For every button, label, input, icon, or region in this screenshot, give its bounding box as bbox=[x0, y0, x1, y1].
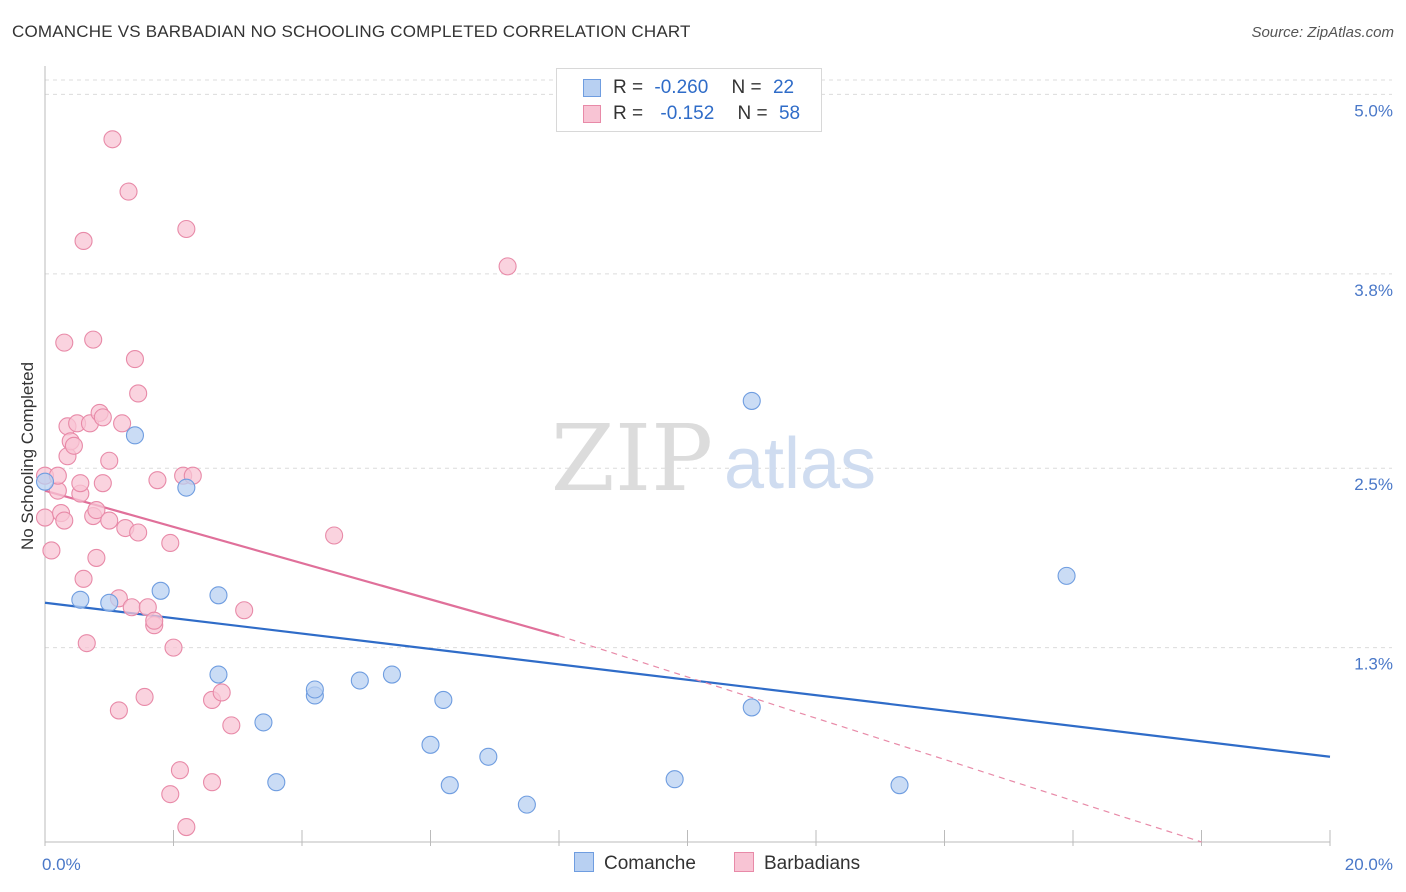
data-point-barbadians bbox=[109, 701, 128, 720]
legend-swatch-barbadians-bottom bbox=[734, 852, 754, 872]
n-label: N = bbox=[731, 77, 762, 98]
n-value: 22 bbox=[772, 77, 795, 98]
r-label: R = bbox=[613, 103, 644, 124]
r-value: -0.260 bbox=[654, 77, 709, 98]
axis-layer bbox=[44, 66, 1331, 846]
data-point-barbadians bbox=[103, 130, 122, 149]
data-point-comanche bbox=[434, 690, 453, 710]
data-point-barbadians bbox=[93, 408, 112, 427]
data-point-barbadians bbox=[325, 526, 344, 545]
data-point-comanche bbox=[100, 593, 119, 612]
data-point-comanche bbox=[177, 478, 196, 497]
legend-label-barbadians: Barbadians bbox=[764, 853, 861, 874]
tick-label-layer: 1.3% 2.5% 3.8% 5.0% 0.0% 20.0% bbox=[42, 101, 1393, 874]
data-point-barbadians bbox=[84, 330, 103, 349]
legend-swatch-comanche-bottom bbox=[574, 852, 594, 872]
r-label: R = bbox=[613, 77, 644, 98]
data-point-barbadians bbox=[87, 548, 106, 567]
data-point-barbadians bbox=[125, 350, 144, 369]
y-tick-label: 3.8% bbox=[1354, 281, 1393, 300]
data-point-comanche bbox=[151, 581, 170, 600]
data-point-comanche bbox=[35, 472, 55, 491]
data-point-comanche bbox=[305, 680, 324, 699]
data-point-barbadians bbox=[498, 257, 517, 276]
data-point-barbadians bbox=[170, 761, 189, 780]
data-point-comanche bbox=[665, 770, 684, 789]
correlation-legend: R = -0.260 N = 22 R = -0.152 N = 58 bbox=[556, 68, 822, 132]
data-point-barbadians bbox=[113, 414, 132, 433]
legend-swatch-comanche bbox=[583, 79, 601, 97]
watermark-atlas: atlas bbox=[724, 424, 876, 504]
data-point-comanche bbox=[517, 795, 536, 814]
data-point-barbadians bbox=[87, 501, 106, 520]
data-point-barbadians bbox=[161, 785, 180, 804]
trend-line-comanche bbox=[44, 601, 1331, 758]
data-point-barbadians bbox=[235, 601, 254, 620]
data-point-barbadians bbox=[64, 436, 83, 455]
watermark-zip: ZIP bbox=[551, 405, 713, 512]
data-point-comanche bbox=[267, 773, 286, 792]
data-point-barbadians bbox=[71, 474, 90, 493]
trend-layer bbox=[44, 489, 1331, 843]
data-point-comanche bbox=[125, 426, 144, 445]
y-tick-label: 5.0% bbox=[1354, 101, 1393, 120]
chart-title: COMANCHE VS BARBADIAN NO SCHOOLING COMPL… bbox=[12, 22, 691, 41]
data-point-barbadians bbox=[148, 471, 167, 490]
data-point-barbadians bbox=[222, 716, 241, 735]
data-point-comanche bbox=[742, 391, 761, 410]
n-value: 58 bbox=[778, 103, 801, 124]
legend-item-barbadians[interactable]: Barbadians bbox=[734, 852, 860, 876]
data-point-barbadians bbox=[55, 333, 74, 352]
data-point-comanche bbox=[209, 665, 228, 684]
data-point-barbadians bbox=[122, 598, 141, 617]
data-point-barbadians bbox=[119, 182, 138, 201]
data-point-barbadians bbox=[74, 231, 93, 251]
data-point-comanche bbox=[350, 671, 369, 690]
data-point-barbadians bbox=[203, 773, 222, 792]
data-point-barbadians bbox=[100, 451, 119, 470]
watermark: ZIP atlas bbox=[551, 405, 876, 512]
source-label: Source: ZipAtlas.com bbox=[1251, 24, 1394, 41]
legend-item-comanche[interactable]: Comanche bbox=[574, 852, 696, 876]
data-point-barbadians bbox=[177, 817, 196, 837]
trend-line-barbadians bbox=[44, 489, 560, 637]
data-point-barbadians bbox=[129, 523, 148, 542]
data-point-barbadians bbox=[74, 569, 93, 588]
data-point-barbadians bbox=[100, 511, 119, 530]
data-point-barbadians bbox=[212, 683, 231, 702]
y-tick-label: 1.3% bbox=[1354, 655, 1393, 674]
data-point-comanche bbox=[479, 747, 498, 766]
data-point-comanche bbox=[421, 735, 440, 754]
data-point-comanche bbox=[1057, 566, 1076, 585]
data-point-comanche bbox=[890, 776, 909, 795]
points-layer bbox=[35, 130, 1076, 837]
data-point-barbadians bbox=[42, 541, 61, 560]
data-point-barbadians bbox=[161, 533, 180, 553]
y-tick-label: 2.5% bbox=[1354, 475, 1393, 494]
grid-layer bbox=[45, 79, 1392, 649]
data-point-barbadians bbox=[129, 384, 148, 403]
trend-extension-barbadians bbox=[558, 635, 1202, 843]
data-point-barbadians bbox=[177, 219, 196, 239]
x-tick-label: 20.0% bbox=[1345, 855, 1393, 874]
x-tick-label: 0.0% bbox=[42, 855, 81, 874]
data-point-comanche bbox=[71, 590, 90, 609]
legend-swatch-barbadians bbox=[583, 105, 601, 123]
data-point-barbadians bbox=[145, 611, 164, 630]
data-point-barbadians bbox=[93, 474, 112, 493]
data-point-comanche bbox=[382, 665, 402, 684]
r-value: -0.152 bbox=[660, 103, 715, 124]
data-point-comanche bbox=[440, 776, 459, 795]
data-point-barbadians bbox=[164, 638, 183, 657]
data-point-comanche bbox=[209, 586, 228, 605]
legend-label-comanche: Comanche bbox=[604, 853, 696, 874]
data-point-barbadians bbox=[135, 687, 154, 707]
data-point-comanche bbox=[742, 698, 761, 717]
data-point-barbadians bbox=[55, 511, 74, 530]
data-point-barbadians bbox=[35, 508, 55, 527]
data-point-comanche bbox=[254, 713, 273, 732]
data-point-barbadians bbox=[77, 634, 96, 653]
n-label: N = bbox=[737, 103, 768, 124]
